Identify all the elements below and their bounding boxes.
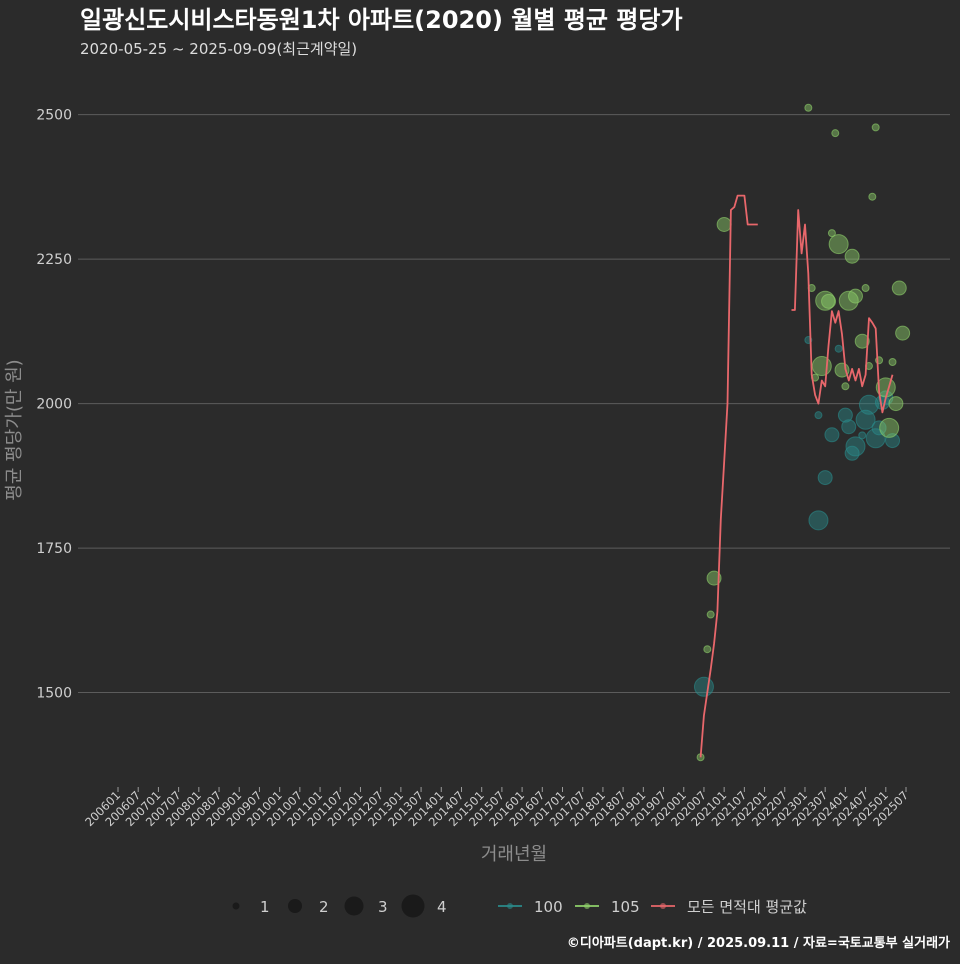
data-point-105: [888, 358, 897, 366]
data-point-105: [868, 192, 877, 201]
data-point-105: [831, 129, 840, 138]
data-point-105: [815, 290, 836, 311]
data-point-105: [871, 123, 880, 132]
data-point-105: [847, 288, 863, 304]
caption: ©디아파트(dapt.kr) / 2025.09.11 / 자료=국토교통부 실…: [567, 935, 950, 951]
data-point-105: [821, 293, 837, 309]
data-point-100: [858, 394, 879, 415]
data-point-100: [844, 445, 860, 461]
data-point-105: [838, 290, 859, 311]
data-point-100: [845, 436, 866, 457]
data-point-100: [841, 419, 857, 435]
data-point-105: [828, 234, 849, 255]
legend-size-label: 2: [319, 898, 329, 916]
chart-subtitle: 2020-05-25 ~ 2025-09-09(최근계약일): [80, 40, 357, 58]
data-point-100: [837, 407, 853, 423]
average-line: [791, 209, 894, 414]
legend-series-dot: [584, 903, 590, 909]
data-point-105: [891, 280, 907, 296]
data-point-100: [817, 470, 833, 486]
data-point-105: [879, 417, 900, 438]
legend-series-dot: [660, 903, 666, 909]
data-point-105: [827, 229, 836, 238]
legend-series-label: 105: [611, 898, 640, 916]
plot-area: [693, 103, 911, 762]
legend-size-swatch: [232, 902, 240, 910]
average-line: [699, 194, 758, 758]
data-point-105: [706, 610, 715, 619]
legend-series-label: 모든 면적대 평균값: [687, 898, 807, 916]
data-point-100: [871, 420, 887, 436]
data-point-100: [834, 344, 843, 353]
y-tick-label: 1500: [36, 686, 72, 702]
x-axis-label: 거래년월: [481, 844, 547, 865]
y-tick-label: 2250: [36, 252, 72, 268]
legend: 1 2 3 4 100 105 모든 면적대 평균값: [232, 894, 807, 918]
x-axis: 2006012006072007012007072008012008072009…: [82, 787, 911, 829]
data-point-105: [854, 333, 870, 349]
legend-size-swatch: [401, 894, 425, 918]
data-point-105: [844, 248, 860, 264]
y-tick-label: 2000: [36, 397, 72, 413]
data-point-105: [703, 645, 712, 654]
data-point-100: [865, 428, 886, 449]
legend-size-swatch: [344, 896, 364, 916]
data-point-100: [858, 431, 867, 440]
y-tick-label: 2500: [36, 108, 72, 124]
data-point-100: [855, 409, 876, 430]
data-point-105: [895, 325, 911, 341]
data-point-105: [861, 284, 870, 293]
legend-series-dot: [507, 903, 513, 909]
y-axis: 1500 1750 2000 2250 2500: [36, 108, 72, 702]
data-point-105: [841, 382, 850, 391]
chart-title: 일광신도시비스타동원1차 아파트(2020) 월별 평균 평당가: [80, 6, 683, 34]
legend-series-label: 100: [534, 898, 563, 916]
legend-size-label: 4: [437, 898, 447, 916]
legend-size-label: 1: [260, 898, 270, 916]
data-point-105: [888, 396, 904, 412]
legend-size-swatch: [288, 899, 302, 913]
data-point-105: [716, 216, 732, 232]
data-point-100: [824, 427, 840, 443]
data-point-100: [808, 510, 829, 531]
legend-size-label: 3: [378, 898, 388, 916]
y-axis-label: 평균 평당가(만 원): [4, 359, 25, 500]
data-point-100: [814, 411, 823, 420]
y-tick-label: 1750: [36, 541, 72, 557]
data-point-105: [706, 570, 722, 586]
data-point-105: [804, 103, 813, 112]
grid: [78, 114, 950, 694]
data-point-105: [811, 356, 832, 377]
data-point-100: [693, 676, 714, 697]
